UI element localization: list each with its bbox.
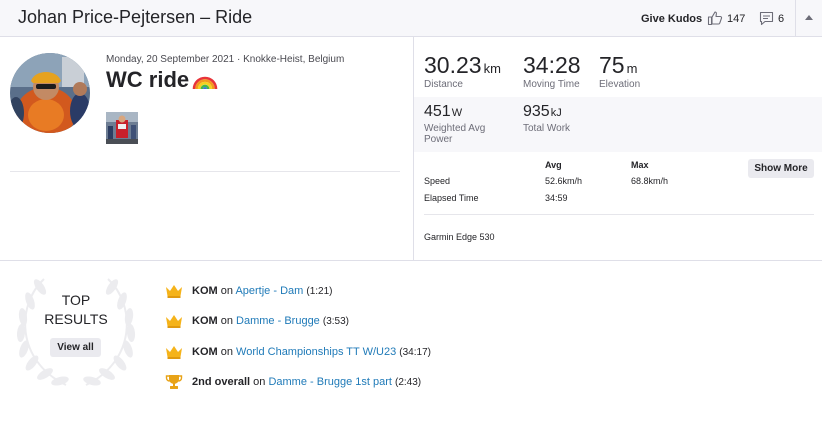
top-results-title: TOP RESULTS — [35, 291, 117, 329]
segment-link[interactable]: Apertje - Dam — [235, 285, 304, 297]
moving-time-value: 34:28 — [523, 52, 581, 78]
device-name: Garmin Edge 530 — [424, 232, 495, 242]
kudos-count[interactable]: 147 — [727, 13, 746, 25]
max-column-header: Max — [631, 160, 649, 170]
work-unit: kJ — [550, 107, 562, 119]
crown-icon — [166, 285, 182, 298]
activity-title: WC ride — [106, 67, 218, 93]
divider — [0, 260, 822, 261]
elapsed-time-avg-value: 34:59 — [545, 193, 568, 203]
power-unit: W — [451, 107, 463, 119]
result-connector: on — [220, 346, 233, 358]
moving-time-stat: 34:28 — [523, 52, 581, 79]
power-label-line1: Weighted Avg — [424, 123, 486, 134]
result-time: (2:43) — [395, 377, 422, 388]
distance-value: 30.23 — [424, 52, 482, 78]
show-more-button[interactable]: Show More — [748, 159, 814, 178]
top-results-title-line1: TOP — [61, 292, 91, 308]
collapse-button[interactable] — [795, 0, 822, 37]
power-value: 451 — [424, 103, 451, 120]
avatar[interactable] — [10, 53, 90, 133]
activity-header: Johan Price-Pejtersen – Ride Give Kudos … — [0, 0, 822, 37]
result-connector: on — [220, 285, 233, 297]
elapsed-time-row-label: Elapsed Time — [424, 193, 479, 203]
thumbs-up-icon[interactable] — [707, 10, 723, 26]
power-stat: 451W — [424, 103, 462, 121]
page-title: Johan Price-Pejtersen – Ride — [18, 7, 253, 27]
segment-link[interactable]: Damme - Brugge 1st part — [268, 376, 392, 388]
trophy-icon — [165, 375, 183, 389]
activity-title-text: WC ride — [106, 67, 190, 92]
view-all-button[interactable]: View all — [50, 338, 101, 357]
laurel-wreath-icon — [16, 278, 136, 386]
work-stat: 935kJ — [523, 103, 562, 121]
activity-date-location: Monday, 20 September 2021 · Knokke-Heist… — [106, 54, 345, 65]
crown-icon — [166, 346, 182, 359]
divider — [413, 37, 414, 261]
elevation-unit: m — [626, 61, 638, 76]
crown-icon — [166, 315, 182, 328]
result-type: 2nd overall — [192, 376, 251, 388]
elevation-value: 75 — [599, 52, 625, 78]
distance-unit: km — [483, 61, 501, 76]
result-time: (1:21) — [306, 286, 333, 297]
result-type: KOM — [192, 315, 218, 327]
work-label: Total Work — [523, 123, 571, 134]
power-label-line2: Power — [424, 134, 453, 145]
work-value: 935 — [523, 103, 550, 120]
give-kudos-button[interactable]: Give Kudos — [641, 13, 703, 25]
result-time: (34:17) — [399, 347, 431, 358]
elevation-label: Elevation — [599, 79, 641, 90]
result-text: KOM on Damme - Brugge (3:53) — [192, 315, 349, 327]
speed-row-label: Speed — [424, 176, 451, 186]
distance-stat: 30.23 km — [424, 52, 501, 79]
comment-count[interactable]: 6 — [778, 13, 785, 25]
segment-link[interactable]: World Championships TT W/U23 — [236, 346, 397, 358]
moving-time-label: Moving Time — [523, 79, 580, 90]
top-results-title-line2: RESULTS — [44, 311, 108, 327]
segment-link[interactable]: Damme - Brugge — [236, 315, 320, 327]
result-text: KOM on Apertje - Dam (1:21) — [192, 285, 332, 297]
activity-photo-thumbnail[interactable] — [106, 112, 138, 144]
result-text: 2nd overall on Damme - Brugge 1st part (… — [192, 376, 421, 388]
result-text: KOM on World Championships TT W/U23 (34:… — [192, 346, 431, 358]
chevron-up-icon — [805, 15, 813, 20]
result-connector: on — [253, 376, 266, 388]
secondary-stats-band — [414, 97, 822, 152]
divider — [424, 214, 814, 215]
result-type: KOM — [192, 285, 218, 297]
speed-avg-value: 52.6km/h — [545, 176, 583, 186]
result-time: (3:53) — [322, 316, 349, 327]
distance-label: Distance — [424, 79, 463, 90]
speed-max-value: 68.8km/h — [631, 176, 669, 186]
result-type: KOM — [192, 346, 218, 358]
rainbow-icon — [192, 76, 218, 90]
power-label: Weighted Avg Power — [424, 123, 485, 145]
elevation-stat: 75 m — [599, 52, 637, 79]
result-connector: on — [220, 315, 233, 327]
comment-icon[interactable] — [759, 11, 774, 26]
avg-column-header: Avg — [545, 160, 562, 170]
divider — [10, 171, 400, 172]
